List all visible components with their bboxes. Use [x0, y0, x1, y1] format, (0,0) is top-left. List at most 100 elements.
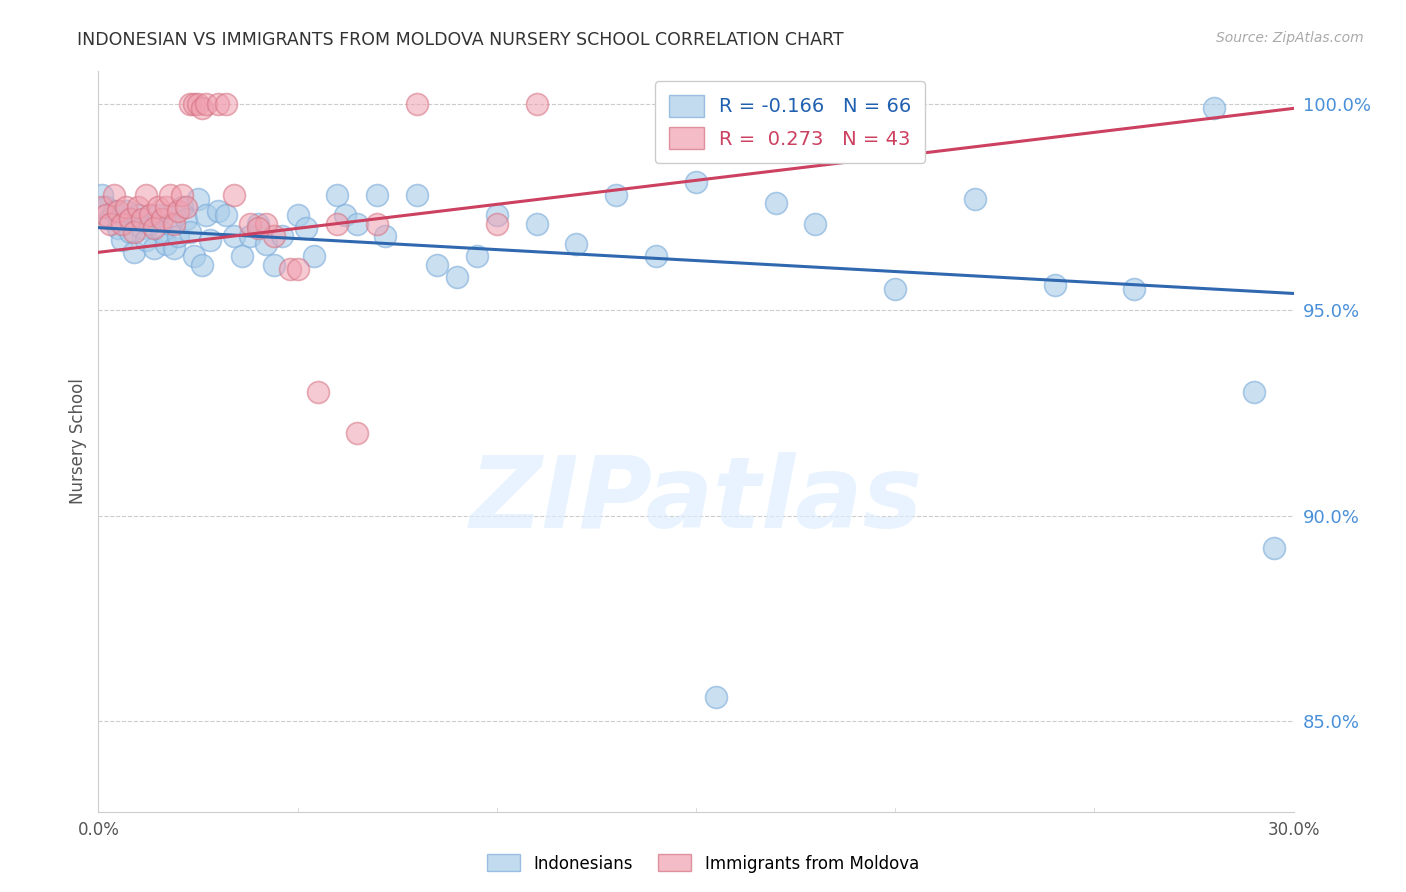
- Point: [124, 225, 146, 239]
- Point: [287, 208, 309, 222]
- Point: [222, 228, 245, 243]
- Point: [111, 217, 134, 231]
- Point: [107, 220, 129, 235]
- Point: [263, 258, 285, 272]
- Point: [426, 258, 449, 272]
- Point: [195, 208, 218, 222]
- Point: [207, 204, 229, 219]
- Point: [115, 200, 138, 214]
- Point: [963, 192, 986, 206]
- Point: [263, 228, 285, 243]
- Point: [115, 204, 138, 219]
- Point: [366, 217, 388, 231]
- Point: [195, 97, 218, 112]
- Point: [307, 385, 329, 400]
- Point: [107, 204, 129, 219]
- Point: [335, 208, 357, 222]
- Point: [222, 187, 245, 202]
- Point: [198, 233, 221, 247]
- Point: [366, 187, 388, 202]
- Point: [465, 250, 488, 264]
- Text: ZIPatlas: ZIPatlas: [470, 452, 922, 549]
- Point: [150, 225, 173, 239]
- Point: [287, 261, 309, 276]
- Point: [159, 217, 181, 231]
- Point: [91, 200, 114, 214]
- Point: [1043, 278, 1066, 293]
- Point: [685, 176, 707, 190]
- Point: [645, 250, 668, 264]
- Point: [103, 187, 125, 202]
- Point: [374, 228, 396, 243]
- Point: [1263, 541, 1285, 556]
- Point: [127, 208, 149, 222]
- Point: [406, 187, 429, 202]
- Point: [239, 217, 262, 231]
- Point: [98, 217, 122, 231]
- Point: [163, 241, 186, 255]
- Point: [294, 220, 316, 235]
- Point: [120, 225, 142, 239]
- Point: [326, 217, 349, 231]
- Point: [485, 217, 508, 231]
- Point: [167, 228, 190, 243]
- Point: [346, 217, 368, 231]
- Point: [1243, 385, 1265, 400]
- Point: [239, 228, 262, 243]
- Point: [103, 204, 125, 219]
- Point: [155, 237, 177, 252]
- Legend: Indonesians, Immigrants from Moldova: Indonesians, Immigrants from Moldova: [481, 847, 925, 880]
- Point: [187, 192, 209, 206]
- Point: [191, 101, 214, 115]
- Point: [183, 250, 205, 264]
- Point: [187, 97, 209, 112]
- Legend: R = -0.166   N = 66, R =  0.273   N = 43: R = -0.166 N = 66, R = 0.273 N = 43: [655, 81, 925, 163]
- Point: [765, 196, 787, 211]
- Point: [565, 237, 588, 252]
- Point: [135, 233, 157, 247]
- Point: [163, 217, 186, 231]
- Point: [302, 250, 325, 264]
- Point: [159, 187, 181, 202]
- Text: INDONESIAN VS IMMIGRANTS FROM MOLDOVA NURSERY SCHOOL CORRELATION CHART: INDONESIAN VS IMMIGRANTS FROM MOLDOVA NU…: [77, 31, 844, 49]
- Point: [96, 200, 118, 214]
- Point: [446, 270, 468, 285]
- Point: [326, 187, 349, 202]
- Point: [884, 282, 907, 296]
- Point: [246, 220, 269, 235]
- Point: [231, 250, 253, 264]
- Point: [139, 217, 162, 231]
- Point: [148, 200, 170, 214]
- Point: [1123, 282, 1146, 296]
- Point: [150, 212, 173, 227]
- Text: Source: ZipAtlas.com: Source: ZipAtlas.com: [1216, 31, 1364, 45]
- Point: [278, 261, 301, 276]
- Point: [155, 200, 177, 214]
- Point: [143, 241, 166, 255]
- Point: [172, 200, 194, 214]
- Point: [179, 225, 201, 239]
- Point: [148, 208, 170, 222]
- Point: [270, 228, 292, 243]
- Point: [143, 220, 166, 235]
- Point: [526, 97, 548, 112]
- Point: [127, 200, 149, 214]
- Point: [804, 217, 827, 231]
- Point: [1202, 101, 1225, 115]
- Point: [120, 212, 142, 227]
- Point: [215, 208, 238, 222]
- Point: [174, 212, 197, 227]
- Point: [135, 187, 157, 202]
- Point: [131, 212, 153, 227]
- Point: [131, 220, 153, 235]
- Point: [91, 187, 114, 202]
- Point: [174, 200, 197, 214]
- Point: [207, 97, 229, 112]
- Point: [98, 212, 122, 227]
- Point: [139, 208, 162, 222]
- Point: [183, 97, 205, 112]
- Point: [215, 97, 238, 112]
- Point: [96, 208, 118, 222]
- Point: [179, 97, 201, 112]
- Point: [172, 187, 194, 202]
